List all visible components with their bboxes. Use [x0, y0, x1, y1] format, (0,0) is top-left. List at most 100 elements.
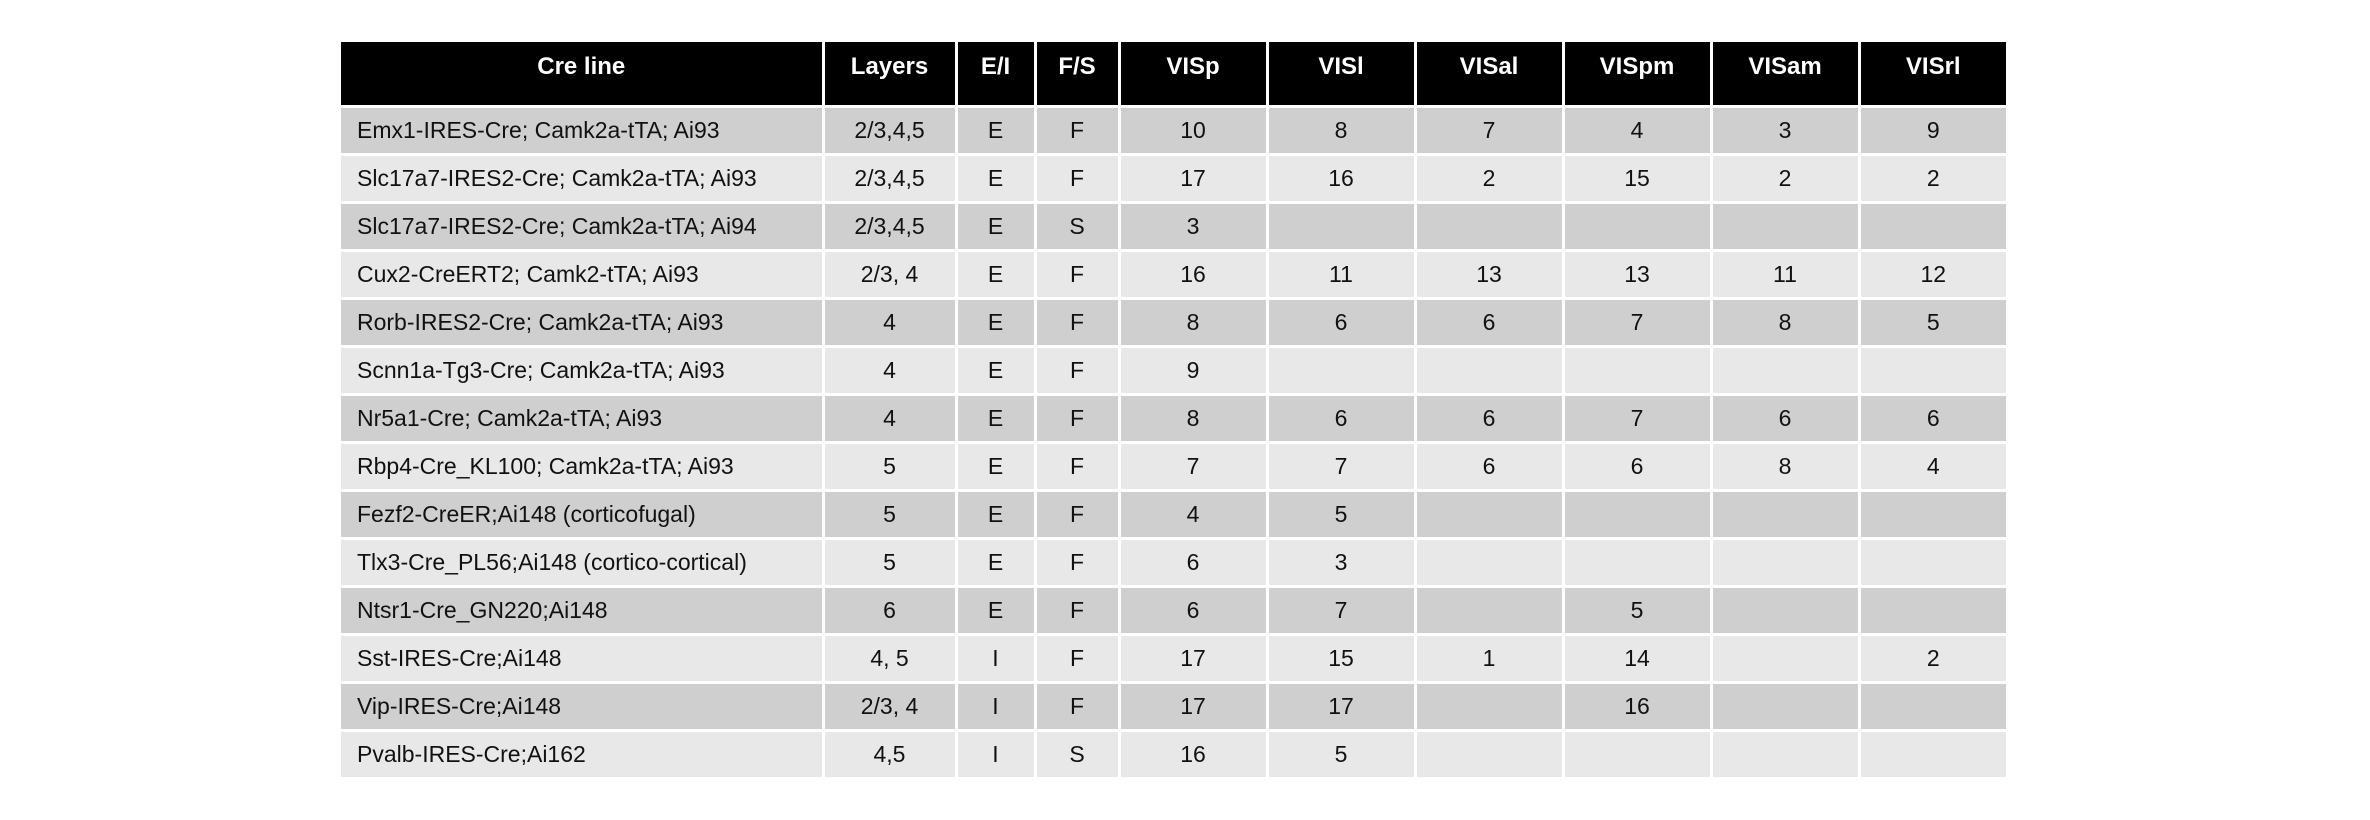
table-cell: F — [1035, 394, 1121, 444]
table-cell: 17 — [1119, 634, 1269, 684]
table-cell: 4 — [823, 346, 958, 396]
header-row: Cre line Layers E/I F/S VISp VISl VISal VISpm VI… — [341, 42, 2006, 108]
table-cell: 7 — [1267, 586, 1417, 636]
column-header: E/I — [956, 42, 1037, 108]
table-row: Emx1-IRES-Cre; Camk2a-tTA; Ai93 2/3,4,5 E F… — [341, 106, 2006, 156]
table-cell: 13 — [1415, 250, 1565, 300]
table-cell: 1 — [1415, 634, 1565, 684]
table-cell: 16 — [1267, 154, 1417, 204]
table-row: Ntsr1-Cre_GN220;Ai148 6 E F 6 7 5 — [341, 586, 2006, 636]
cre-line-cell: Tlx3-Cre_PL56;Ai148 (cortico-cortical) — [341, 538, 825, 588]
table-cell: 5 — [1267, 490, 1417, 540]
table-cell: 6 — [1563, 442, 1713, 492]
table-cell: 2 — [1859, 154, 2006, 204]
table-row: Sst-IRES-Cre;Ai148 4, 5 I F 17 15 1 14 2 — [341, 634, 2006, 684]
table-cell: 11 — [1711, 250, 1861, 300]
column-header: VISl — [1267, 42, 1417, 108]
table-cell: 6 — [1119, 538, 1269, 588]
table-cell: 5 — [823, 442, 958, 492]
table-cell — [1711, 682, 1861, 732]
column-header: F/S — [1035, 42, 1121, 108]
table-cell: F — [1035, 346, 1121, 396]
table-cell: I — [956, 682, 1037, 732]
table-cell: 6 — [1267, 298, 1417, 348]
table-cell: 6 — [1711, 394, 1861, 444]
cre-line-cell: Rbp4-Cre_KL100; Camk2a-tTA; Ai93 — [341, 442, 825, 492]
table-cell: 2 — [1711, 154, 1861, 204]
table-row: Tlx3-Cre_PL56;Ai148 (cortico-cortical) 5 E… — [341, 538, 2006, 588]
table-cell — [1415, 490, 1565, 540]
table-cell — [1711, 538, 1861, 588]
table-cell: F — [1035, 682, 1121, 732]
table-cell: E — [956, 490, 1037, 540]
table-cell: 2/3, 4 — [823, 682, 958, 732]
table-cell: 17 — [1267, 682, 1417, 732]
table-cell: 16 — [1119, 250, 1269, 300]
table-cell: F — [1035, 154, 1121, 204]
table-cell: 5 — [823, 490, 958, 540]
table-cell: F — [1035, 634, 1121, 684]
table-cell: 4 — [1563, 106, 1713, 156]
table-cell — [1859, 730, 2006, 780]
table-cell — [1563, 202, 1713, 252]
table-row: Rorb-IRES2-Cre; Camk2a-tTA; Ai93 4 E F 8 6 6 7 8… — [341, 298, 2006, 348]
cre-line-cell: Nr5a1-Cre; Camk2a-tTA; Ai93 — [341, 394, 825, 444]
table-cell: 4 — [1859, 442, 2006, 492]
table-row: Scnn1a-Tg3-Cre; Camk2a-tTA; Ai93 4 E F 9 — [341, 346, 2006, 396]
table-cell: F — [1035, 106, 1121, 156]
cre-line-cell: Cux2-CreERT2; Camk2-tTA; Ai93 — [341, 250, 825, 300]
table-cell — [1563, 730, 1713, 780]
table-cell: 6 — [1415, 298, 1565, 348]
table-cell — [1859, 346, 2006, 396]
table-cell: 5 — [1563, 586, 1713, 636]
table-cell: 8 — [1711, 442, 1861, 492]
table-cell: 8 — [1119, 394, 1269, 444]
table-header: Cre line Layers E/I F/S VISp VISl VISal VISpm VI… — [341, 42, 2006, 108]
table-cell: 16 — [1563, 682, 1713, 732]
table-cell: F — [1035, 490, 1121, 540]
table-cell: 5 — [1267, 730, 1417, 780]
table-cell: 4 — [1119, 490, 1269, 540]
table-cell — [1711, 346, 1861, 396]
table-cell: 4 — [823, 394, 958, 444]
column-header: Layers — [823, 42, 958, 108]
cre-line-cell: Slc17a7-IRES2-Cre; Camk2a-tTA; Ai93 — [341, 154, 825, 204]
table-row: Slc17a7-IRES2-Cre; Camk2a-tTA; Ai94 2/3,4… — [341, 202, 2006, 252]
table-cell: 2/3,4,5 — [823, 106, 958, 156]
table-cell: 13 — [1563, 250, 1713, 300]
table-cell: F — [1035, 250, 1121, 300]
table-cell — [1563, 490, 1713, 540]
table-cell: S — [1035, 730, 1121, 780]
table-cell: 15 — [1267, 634, 1417, 684]
table-cell: I — [956, 730, 1037, 780]
table-cell: 3 — [1267, 538, 1417, 588]
table-cell: 2/3,4,5 — [823, 202, 958, 252]
table-cell: F — [1035, 586, 1121, 636]
table-cell: E — [956, 442, 1037, 492]
table-cell: E — [956, 298, 1037, 348]
table-cell: 7 — [1563, 298, 1713, 348]
table-cell: 14 — [1563, 634, 1713, 684]
table-cell: E — [956, 106, 1037, 156]
table-cell: 10 — [1119, 106, 1269, 156]
table-row: Vip-IRES-Cre;Ai148 2/3, 4 I F 17 17 16 — [341, 682, 2006, 732]
cre-line-table: Cre line Layers E/I F/S VISp VISl VISal VISpm VI… — [341, 42, 2006, 780]
table-cell — [1711, 490, 1861, 540]
table-cell: 8 — [1711, 298, 1861, 348]
column-header: VISal — [1415, 42, 1565, 108]
column-header: Cre line — [341, 42, 825, 108]
table-cell: 17 — [1119, 154, 1269, 204]
table-cell: 8 — [1119, 298, 1269, 348]
table-cell: 9 — [1119, 346, 1269, 396]
table-cell: 6 — [1119, 586, 1269, 636]
table-cell: F — [1035, 298, 1121, 348]
column-header: VISam — [1711, 42, 1861, 108]
table-cell: 6 — [1267, 394, 1417, 444]
table-cell: E — [956, 154, 1037, 204]
table-cell — [1711, 730, 1861, 780]
table-cell — [1267, 346, 1417, 396]
table-cell — [1859, 490, 2006, 540]
table-cell — [1415, 346, 1565, 396]
column-header: VISpm — [1563, 42, 1713, 108]
table-cell: E — [956, 202, 1037, 252]
